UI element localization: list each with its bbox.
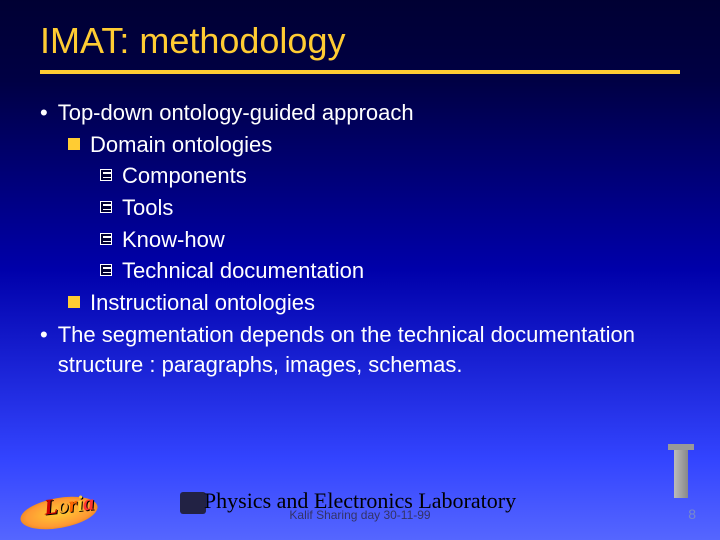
bullet-box-icon (100, 169, 112, 181)
bullet-dot-icon: • (40, 98, 48, 128)
footer-sub: Kalif Sharing day 30-11-99 (0, 508, 720, 522)
bullet-level2: Instructional ontologies (68, 288, 680, 318)
bullet-square-icon (68, 138, 80, 150)
bullet-level2: Domain ontologies (68, 130, 680, 160)
bullet-level1: • The segmentation depends on the techni… (40, 320, 680, 379)
bullet-level3: Components (100, 161, 680, 191)
bullet-text: Top-down ontology-guided approach (58, 98, 414, 128)
bullet-box-icon (100, 233, 112, 245)
bullet-level3: Know-how (100, 225, 680, 255)
slide-content: • Top-down ontology-guided approach Doma… (0, 74, 720, 379)
footer: Physics and Electronics Laboratory Kalif… (0, 488, 720, 522)
bullet-level1: • Top-down ontology-guided approach (40, 98, 680, 128)
bullet-text: Technical documentation (122, 256, 364, 286)
bullet-text: The segmentation depends on the technica… (58, 320, 680, 379)
bullet-level3: Technical documentation (100, 256, 680, 286)
bullet-text: Domain ontologies (90, 130, 272, 160)
bullet-box-icon (100, 201, 112, 213)
bullet-box-icon (100, 264, 112, 276)
bullet-dot-icon: • (40, 320, 48, 350)
bullet-text: Know-how (122, 225, 225, 255)
page-number: 8 (688, 506, 696, 522)
bullet-level3: Tools (100, 193, 680, 223)
slide-title: IMAT: methodology (0, 0, 720, 62)
bullet-text: Components (122, 161, 247, 191)
bullet-square-icon (68, 296, 80, 308)
bullet-text: Tools (122, 193, 173, 223)
bullet-text: Instructional ontologies (90, 288, 315, 318)
